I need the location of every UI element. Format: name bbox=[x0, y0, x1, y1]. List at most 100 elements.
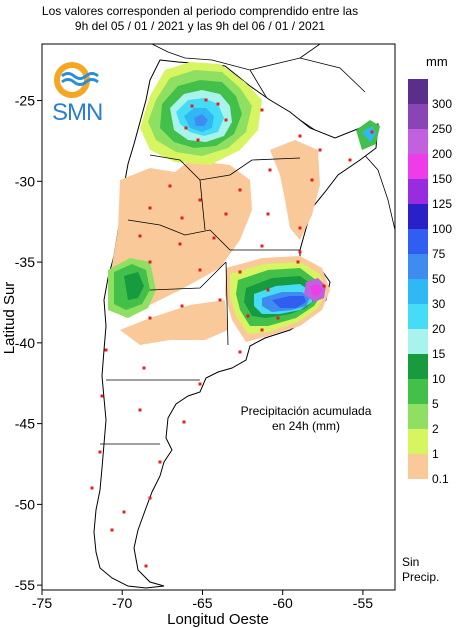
legend-swatch bbox=[408, 254, 428, 279]
station-marker bbox=[104, 348, 108, 352]
legend-swatch bbox=[408, 179, 428, 204]
station-marker bbox=[178, 242, 182, 246]
stations bbox=[90, 98, 374, 568]
station-marker bbox=[318, 148, 322, 152]
legend-label: 50 bbox=[432, 272, 446, 286]
legend-swatch bbox=[408, 229, 428, 254]
station-marker bbox=[224, 118, 228, 122]
legend-label: 10 bbox=[432, 372, 446, 386]
legend-unit: mm bbox=[426, 54, 448, 69]
legend-swatch bbox=[408, 304, 428, 329]
legend-swatch bbox=[408, 429, 428, 454]
station-marker bbox=[168, 184, 172, 188]
legend-swatch bbox=[408, 454, 428, 479]
map-annotation: Precipitación acumulada en 24h (mm) bbox=[226, 404, 386, 434]
legend-label: 125 bbox=[432, 197, 453, 211]
legend-label: 200 bbox=[432, 147, 453, 161]
map-frame bbox=[41, 43, 396, 591]
y-tick-label: -25 bbox=[15, 93, 35, 109]
legend-swatch bbox=[408, 354, 428, 379]
legend-swatch bbox=[408, 79, 428, 104]
station-marker bbox=[322, 284, 326, 288]
nodata-line-2: Precip. bbox=[402, 570, 440, 584]
x-tick-label: -70 bbox=[112, 595, 132, 611]
logo-text: SMN bbox=[52, 99, 103, 126]
legend-label: 250 bbox=[432, 122, 453, 136]
station-marker bbox=[198, 382, 202, 386]
station-marker bbox=[298, 134, 302, 138]
x-axis-label: Longitud Oeste bbox=[167, 611, 269, 628]
legend-swatch bbox=[408, 154, 428, 179]
x-tick-label: -60 bbox=[273, 595, 293, 611]
legend-label: 2 bbox=[432, 422, 439, 436]
legend-label: 300 bbox=[432, 97, 453, 111]
station-marker bbox=[198, 198, 202, 202]
station-marker bbox=[122, 510, 126, 514]
station-marker bbox=[110, 528, 114, 532]
nodata-line-1: Sin bbox=[402, 555, 420, 569]
station-marker bbox=[190, 104, 194, 108]
legend-label: 75 bbox=[432, 247, 446, 261]
x-tick-label: -65 bbox=[192, 595, 212, 611]
station-marker bbox=[216, 102, 220, 106]
legend-swatch bbox=[408, 129, 428, 154]
annotation-line-2: en 24h (mm) bbox=[271, 419, 341, 433]
y-tick-label: -30 bbox=[15, 173, 35, 189]
legend-no-precip: Sin Precip. bbox=[402, 555, 439, 585]
legend-label: 0.1 bbox=[432, 472, 449, 486]
station-marker bbox=[266, 212, 270, 216]
y-tick-label: -45 bbox=[15, 416, 35, 432]
station-marker bbox=[148, 496, 152, 500]
legend-swatch bbox=[408, 279, 428, 304]
station-marker bbox=[142, 366, 146, 370]
legend-label: 1 bbox=[432, 447, 439, 461]
station-marker bbox=[184, 126, 188, 130]
station-marker bbox=[98, 450, 102, 454]
station-marker bbox=[260, 244, 264, 248]
station-marker bbox=[218, 298, 222, 302]
station-marker bbox=[268, 168, 272, 172]
station-marker bbox=[246, 314, 250, 318]
legend-swatch bbox=[408, 204, 428, 229]
smn-logo-icon bbox=[54, 62, 99, 98]
station-marker bbox=[266, 288, 270, 292]
station-marker bbox=[180, 216, 184, 220]
station-marker bbox=[296, 260, 300, 264]
header-line-1: Los valores corresponden al periodo comp… bbox=[41, 4, 359, 18]
header-line-2: 9h del 05 / 01 / 2021 y las 9h del 06 / … bbox=[74, 19, 326, 33]
legend-swatch bbox=[408, 104, 428, 129]
station-marker bbox=[144, 564, 148, 568]
station-marker bbox=[238, 350, 242, 354]
station-marker bbox=[348, 158, 352, 162]
legend-label: 100 bbox=[432, 222, 453, 236]
legend-label: 30 bbox=[432, 297, 446, 311]
legend-swatch bbox=[408, 379, 428, 404]
station-marker bbox=[238, 188, 242, 192]
station-marker bbox=[196, 138, 200, 142]
x-tick-label: -75 bbox=[32, 595, 52, 611]
station-marker bbox=[370, 130, 374, 134]
precipitation-map: -75 -70 -65 -60 -55 -25 -30 -35 -40 -45 -50 -55 Lo… bbox=[1, 43, 396, 628]
station-marker bbox=[204, 98, 208, 102]
station-marker bbox=[238, 270, 242, 274]
station-marker bbox=[148, 260, 152, 264]
x-axis-ticks: -75 -70 -65 -60 -55 bbox=[32, 590, 373, 611]
legend-label: 15 bbox=[432, 347, 446, 361]
station-marker bbox=[298, 226, 302, 230]
station-marker bbox=[276, 316, 280, 320]
station-marker bbox=[100, 394, 104, 398]
y-tick-label: -40 bbox=[15, 335, 35, 351]
station-marker bbox=[180, 304, 184, 308]
station-marker bbox=[212, 236, 216, 240]
y-tick-label: -35 bbox=[15, 254, 35, 270]
station-marker bbox=[224, 212, 228, 216]
y-axis-ticks: -25 -30 -35 -40 -45 -50 -55 bbox=[15, 93, 42, 593]
legend-label: 150 bbox=[432, 172, 453, 186]
legend-swatch bbox=[408, 404, 428, 429]
station-marker bbox=[90, 486, 94, 490]
station-marker bbox=[148, 316, 152, 320]
precip-fields bbox=[108, 62, 380, 345]
y-tick-label: -55 bbox=[15, 577, 35, 593]
legend-label: 5 bbox=[432, 397, 439, 411]
station-marker bbox=[158, 460, 162, 464]
